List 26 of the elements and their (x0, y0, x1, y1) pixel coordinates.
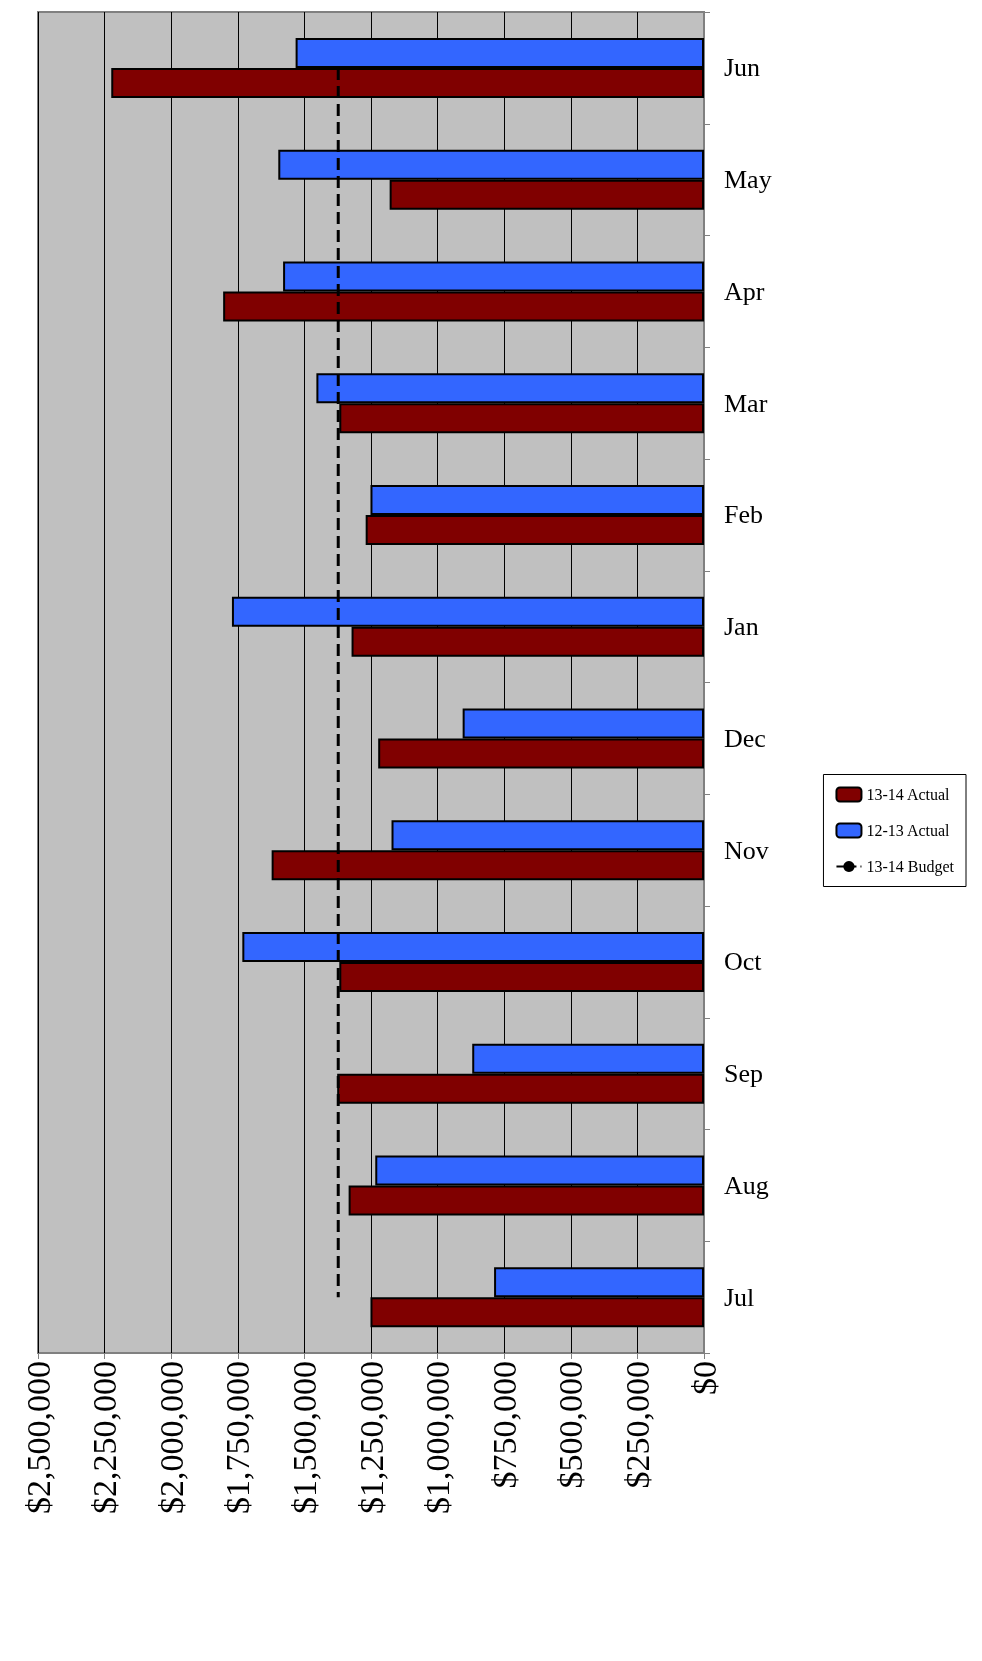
y-tick-label: Feb (724, 500, 763, 530)
y-tick-label: Jan (724, 612, 759, 642)
x-tick-label: $1,750,000 (219, 1361, 257, 1514)
y-tick-label: May (724, 165, 772, 195)
x-tick-label: $0 (685, 1361, 723, 1395)
x-tick-label: $1,000,000 (419, 1361, 457, 1514)
x-tick-label: $2,000,000 (152, 1361, 190, 1514)
y-tick-label: Sep (724, 1059, 763, 1089)
x-tick-label: $2,250,000 (86, 1361, 124, 1514)
x-tick-label: $1,500,000 (285, 1361, 323, 1514)
x-tick-label: $2,500,000 (19, 1361, 57, 1514)
y-tick-label: Jun (724, 53, 761, 83)
y-tick-label: Dec (724, 723, 766, 753)
y-tick-label: Apr (724, 276, 765, 306)
legend-label: 13-14 Actual (866, 786, 951, 803)
legend-label: 12-13 Actual (866, 822, 951, 839)
legend-label: 13-14 Budget (866, 858, 955, 876)
y-tick-label: Jul (724, 1282, 755, 1312)
x-tick-label: $750,000 (485, 1361, 523, 1489)
y-tick-label: Mar (724, 388, 768, 418)
x-tick-label: $500,000 (552, 1361, 590, 1489)
x-tick-label: $1,250,000 (352, 1361, 390, 1514)
y-tick-label: Nov (724, 835, 769, 865)
x-tick-label: $250,000 (618, 1361, 656, 1489)
y-tick-label: Aug (724, 1170, 769, 1200)
y-tick-label: Oct (724, 947, 763, 977)
